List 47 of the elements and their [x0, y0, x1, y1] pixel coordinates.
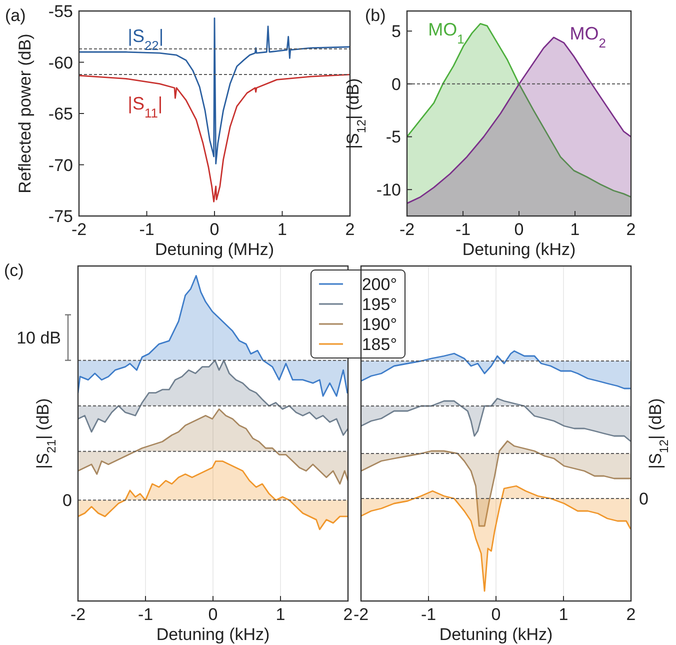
y-tick-label: -10: [376, 180, 401, 200]
series-label: MO$_{2}$: [570, 23, 606, 50]
x-axis-title: Detuning (kHz): [156, 625, 270, 644]
x-tick-label: -1: [420, 605, 436, 624]
y-axis-title: Reflected power (dB): [16, 34, 34, 194]
x-tick-label: 1: [276, 605, 286, 624]
series-label: |S$_{11}$|: [128, 94, 163, 120]
x-tick-label: -2: [70, 605, 86, 624]
text: (b): [365, 6, 386, 25]
x-tick-label: 2: [345, 220, 355, 239]
x-tick-label: 1: [570, 220, 580, 239]
x-tick-label: -2: [353, 605, 369, 624]
y-tick-label: -5: [386, 128, 401, 147]
x-tick-label: -2: [399, 220, 415, 239]
x-tick-label: 2: [343, 605, 353, 624]
y-tick-label: 0: [392, 74, 401, 94]
legend-label: 185°: [362, 335, 397, 354]
series-label: MO$_{1}$: [428, 20, 464, 46]
legend-label: 200°: [362, 275, 397, 294]
x-tick-label: 0: [491, 605, 501, 624]
x-axis-title: Detuning (MHz): [154, 240, 274, 259]
legend-label: 190°: [362, 315, 397, 334]
x-tick-label: -1: [139, 220, 154, 239]
legend-label: 195°: [362, 295, 397, 314]
y-tick-label: -60: [48, 53, 73, 72]
x-tick-label: 0: [208, 605, 218, 624]
text: (c): [4, 261, 24, 280]
x-tick-label: 2: [626, 605, 636, 624]
y-tick-label: -65: [48, 104, 73, 124]
series-label: |S$_{22}$|: [128, 26, 164, 52]
y-tick-label: -55: [48, 2, 73, 21]
y-tick-label: -70: [48, 156, 73, 175]
text: (a): [5, 6, 26, 25]
y-tick-label: 5: [392, 22, 401, 42]
text: 10 dB: [16, 328, 61, 348]
text: 0: [639, 490, 648, 508]
x-axis-title: Detuning (kHz): [462, 240, 576, 259]
x-tick-label: -2: [71, 220, 87, 239]
x-tick-label: 1: [558, 605, 568, 624]
x-tick-label: 0: [514, 220, 524, 239]
x-axis-title: Detuning (kHz): [439, 625, 553, 644]
x-tick-label: -1: [455, 220, 471, 239]
x-tick-label: 1: [278, 220, 287, 239]
x-tick-label: -1: [138, 605, 154, 624]
x-tick-label: 2: [626, 220, 636, 239]
y-tick-label: -75: [48, 207, 73, 226]
x-tick-label: 0: [210, 220, 220, 239]
